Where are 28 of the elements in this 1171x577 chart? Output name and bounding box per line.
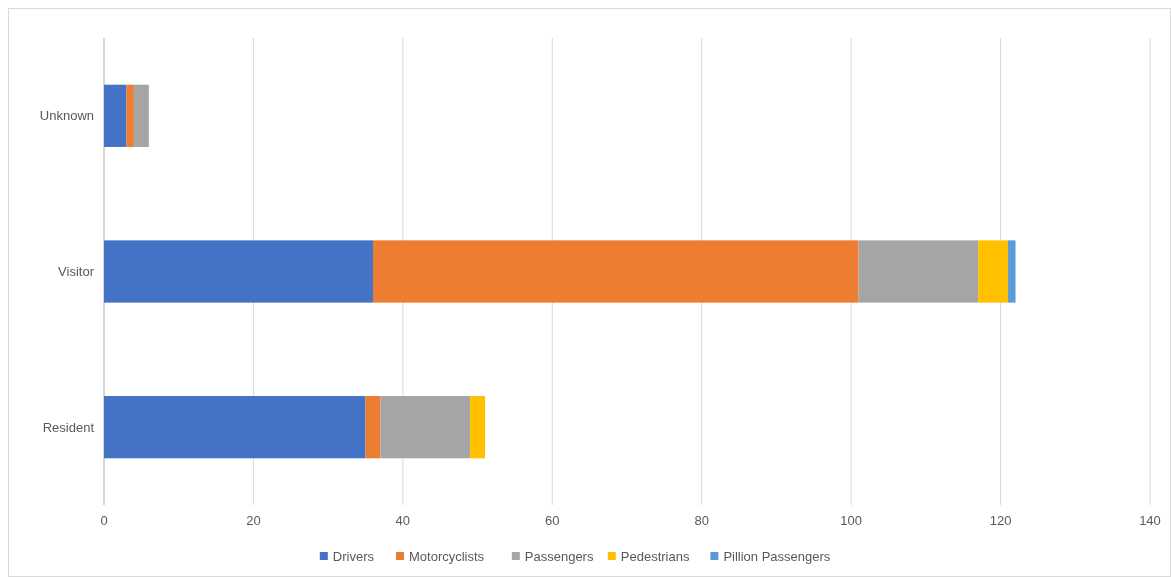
bar bbox=[858, 240, 979, 303]
x-tick-label: 0 bbox=[100, 513, 108, 528]
bar bbox=[104, 240, 373, 303]
bar bbox=[470, 396, 486, 459]
x-tick-label: 60 bbox=[545, 513, 560, 528]
legend-label: Pillion Passengers bbox=[723, 548, 831, 564]
bar bbox=[133, 84, 149, 147]
x-tick-label: 140 bbox=[1139, 513, 1161, 528]
x-tick-label: 80 bbox=[694, 513, 709, 528]
bar bbox=[365, 396, 381, 459]
bar bbox=[104, 396, 366, 459]
legend-label: Motorcyclists bbox=[409, 548, 485, 564]
y-tick-label: Resident bbox=[42, 419, 95, 435]
legend-label: Passengers bbox=[524, 548, 594, 564]
bar bbox=[126, 84, 134, 147]
bar bbox=[380, 396, 471, 459]
bar bbox=[372, 240, 859, 303]
y-tick-label: Unknown bbox=[39, 108, 94, 124]
legend-label: Pedestrians bbox=[620, 548, 690, 564]
bar bbox=[978, 240, 1009, 303]
bar bbox=[1008, 240, 1016, 303]
x-tick-label: 40 bbox=[395, 513, 411, 528]
x-tick-label: 120 bbox=[989, 513, 1012, 528]
x-tick-label: 20 bbox=[246, 513, 261, 528]
bar bbox=[104, 84, 127, 147]
x-tick-label: 100 bbox=[840, 513, 862, 528]
legend-label: Drivers bbox=[332, 548, 375, 564]
y-tick-label: Visitor bbox=[58, 264, 95, 280]
